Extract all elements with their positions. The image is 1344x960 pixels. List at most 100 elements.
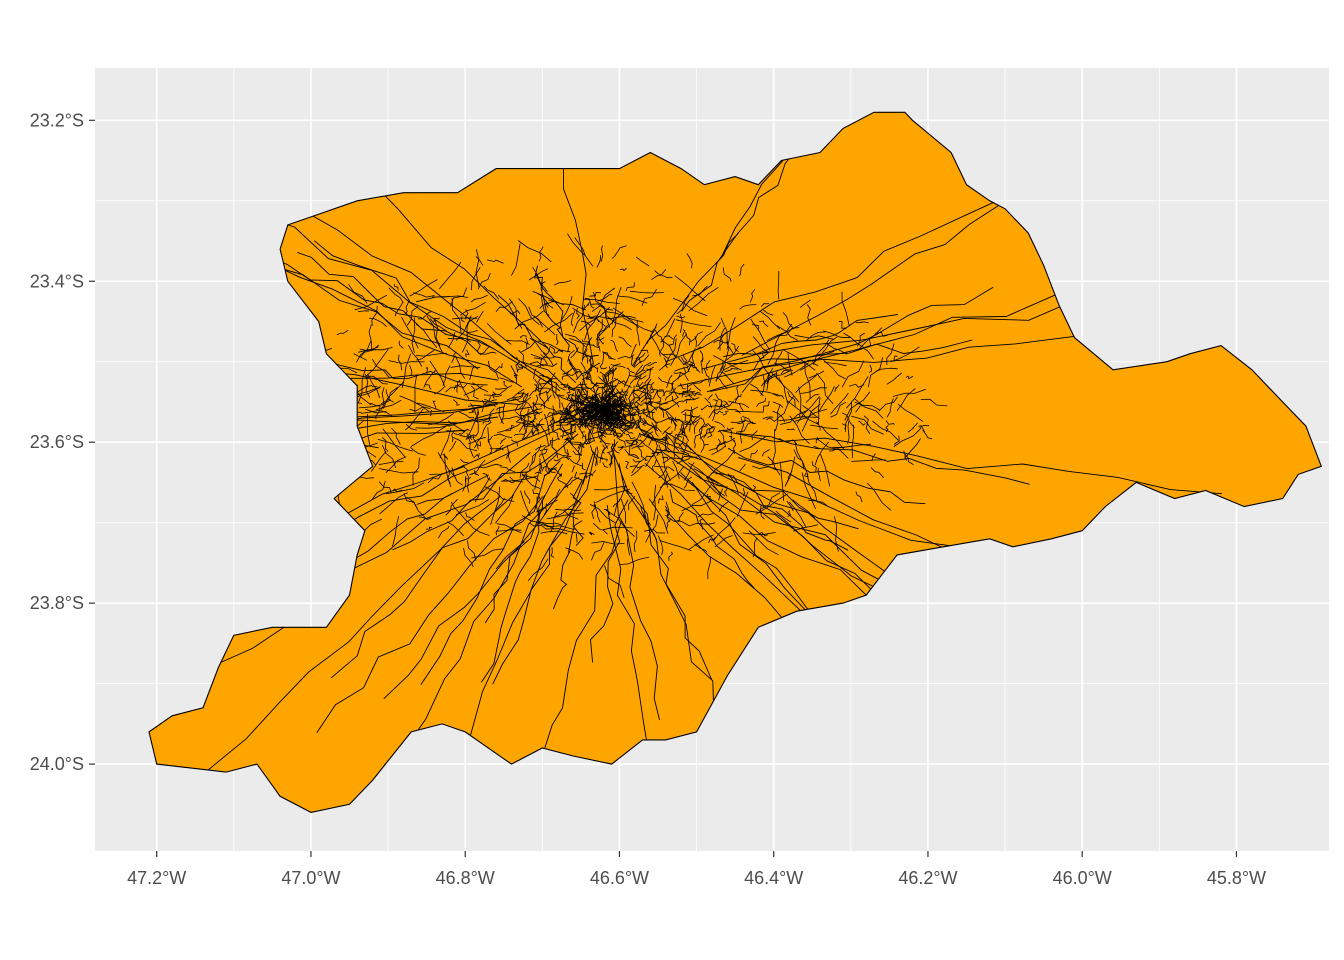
district-boundary [605, 401, 624, 410]
district-boundary [521, 341, 536, 353]
district-boundary [532, 423, 539, 430]
district-boundary [787, 510, 792, 518]
district-boundary [543, 503, 548, 516]
district-boundary [452, 399, 460, 406]
district-boundary [524, 411, 543, 426]
district-boundary [500, 406, 505, 424]
district-boundary [493, 388, 507, 396]
district-boundary [678, 388, 692, 395]
district-boundary [539, 449, 548, 458]
district-boundary [463, 548, 474, 568]
district-boundary [813, 445, 821, 449]
district-boundary [561, 296, 573, 321]
district-boundary [771, 428, 776, 464]
district-boundary [581, 378, 589, 390]
district-boundary [471, 382, 489, 392]
district-boundary [508, 310, 521, 315]
district-boundary [530, 353, 548, 365]
district-boundary [453, 383, 468, 390]
district-boundary [635, 439, 642, 458]
district-boundary [834, 384, 840, 392]
district-boundary [623, 371, 631, 388]
district-boundary [416, 349, 435, 361]
district-boundary [404, 300, 410, 315]
district-boundary [597, 341, 601, 352]
district-boundary [487, 427, 493, 449]
district-boundary [549, 345, 558, 354]
district-boundary [635, 256, 650, 267]
district-boundary [599, 412, 616, 422]
y-tick-label: 23.6°S [30, 432, 84, 452]
district-boundary [647, 393, 652, 403]
district-boundary [681, 146, 799, 312]
district-boundary [511, 243, 521, 276]
district-boundary [593, 291, 607, 319]
district-boundary [855, 405, 863, 413]
district-boundary [506, 388, 525, 401]
district-boundary [539, 300, 555, 310]
district-boundary [735, 410, 764, 413]
district-boundary [538, 246, 544, 262]
district-boundary [767, 456, 781, 476]
district-boundary [570, 411, 578, 417]
district-boundary [371, 305, 378, 326]
district-boundary [562, 456, 583, 467]
district-boundary [522, 426, 534, 441]
district-boundary [634, 364, 644, 376]
district-boundary [878, 396, 898, 412]
district-boundary [784, 470, 793, 487]
district-boundary [354, 294, 388, 311]
district-boundary [688, 360, 701, 373]
district-boundary [521, 396, 532, 410]
district-boundary [801, 472, 816, 510]
district-boundary [589, 444, 598, 466]
district-boundary [541, 295, 550, 316]
district-boundary [465, 512, 475, 522]
district-boundary [801, 403, 821, 432]
district-boundary [665, 433, 680, 452]
district-boundary [556, 333, 559, 346]
district-boundary [590, 407, 604, 411]
district-boundary [367, 413, 371, 446]
district-boundary [518, 298, 540, 326]
district-boundary [559, 421, 565, 439]
district-boundary [786, 500, 794, 511]
district-boundary [541, 465, 547, 472]
district-boundary [776, 395, 795, 419]
district-boundary [608, 389, 614, 410]
district-boundary [577, 399, 585, 406]
district-boundary [542, 376, 557, 380]
x-axis: 47.2°W 47.0°W 46.8°W 46.6°W 46.4°W 46.2°W 46.0… [127, 851, 1266, 888]
district-boundary [727, 447, 926, 505]
district-boundary [813, 339, 830, 365]
district-boundary [418, 516, 432, 520]
district-boundary [684, 394, 696, 401]
district-boundary [673, 437, 676, 458]
district-boundary [659, 401, 665, 418]
district-boundary [522, 473, 541, 489]
district-boundary [584, 309, 602, 341]
district-boundary [799, 350, 835, 371]
district-boundary [537, 340, 571, 353]
district-boundary [589, 291, 602, 297]
district-boundary [515, 420, 536, 424]
district-boundary [794, 334, 833, 340]
district-boundary [779, 409, 809, 425]
district-boundary [490, 486, 501, 525]
district-boundary [640, 349, 649, 354]
district-boundary [409, 279, 438, 297]
district-boundary [567, 440, 585, 448]
district-boundary [517, 392, 529, 411]
district-boundary [446, 429, 465, 432]
district-boundary [588, 531, 595, 536]
district-boundary [522, 416, 527, 422]
district-boundary [558, 394, 565, 397]
district-boundary [772, 393, 785, 399]
district-boundary [439, 261, 462, 289]
district-boundary [648, 498, 669, 534]
district-boundary [751, 430, 758, 440]
district-boundary [619, 556, 650, 565]
district-boundary [875, 367, 898, 372]
district-boundary [774, 350, 783, 366]
district-boundary [637, 383, 646, 390]
